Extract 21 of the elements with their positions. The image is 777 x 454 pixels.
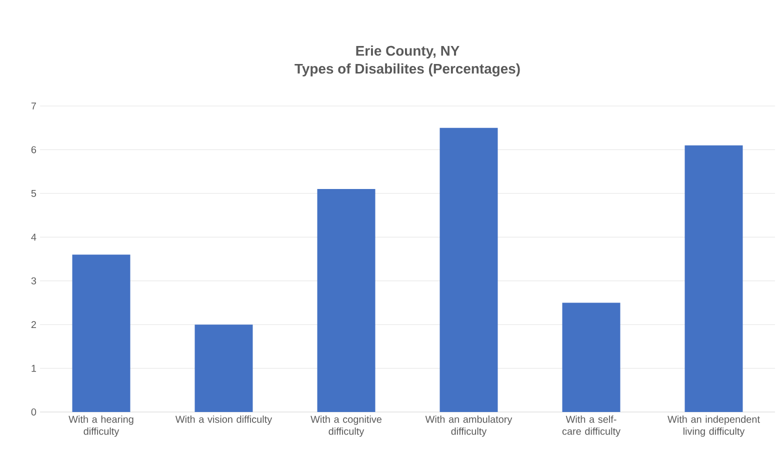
bar [440,128,498,412]
bar [317,189,376,412]
y-tick-label: 7 [31,102,36,110]
x-tick-label: With a cognitive difficulty [310,416,382,437]
chart-title: Erie County, NY Types of Disabilites (Percentages) [294,46,520,76]
y-tick-label: 0 [31,408,36,416]
x-tick-label: With a hearing difficulty [68,416,134,437]
bar [72,254,130,412]
y-tick-label: 1 [32,364,36,372]
y-tick-label: 4 [31,234,36,241]
bar [562,302,620,412]
x-tick-label: With a vision difficulty [175,416,272,425]
y-tick-label: 2 [31,321,36,328]
x-tick-label: With an independent living difficulty [668,416,760,437]
x-tick-label: With a self-care difficulty [562,416,620,437]
y-tick-label: 3 [31,277,36,284]
bar [194,324,253,412]
x-tick-label: With an ambulatory difficulty [425,416,512,437]
bar [684,145,743,412]
y-tick-label: 6 [31,146,36,154]
y-tick-label: 5 [31,190,36,197]
